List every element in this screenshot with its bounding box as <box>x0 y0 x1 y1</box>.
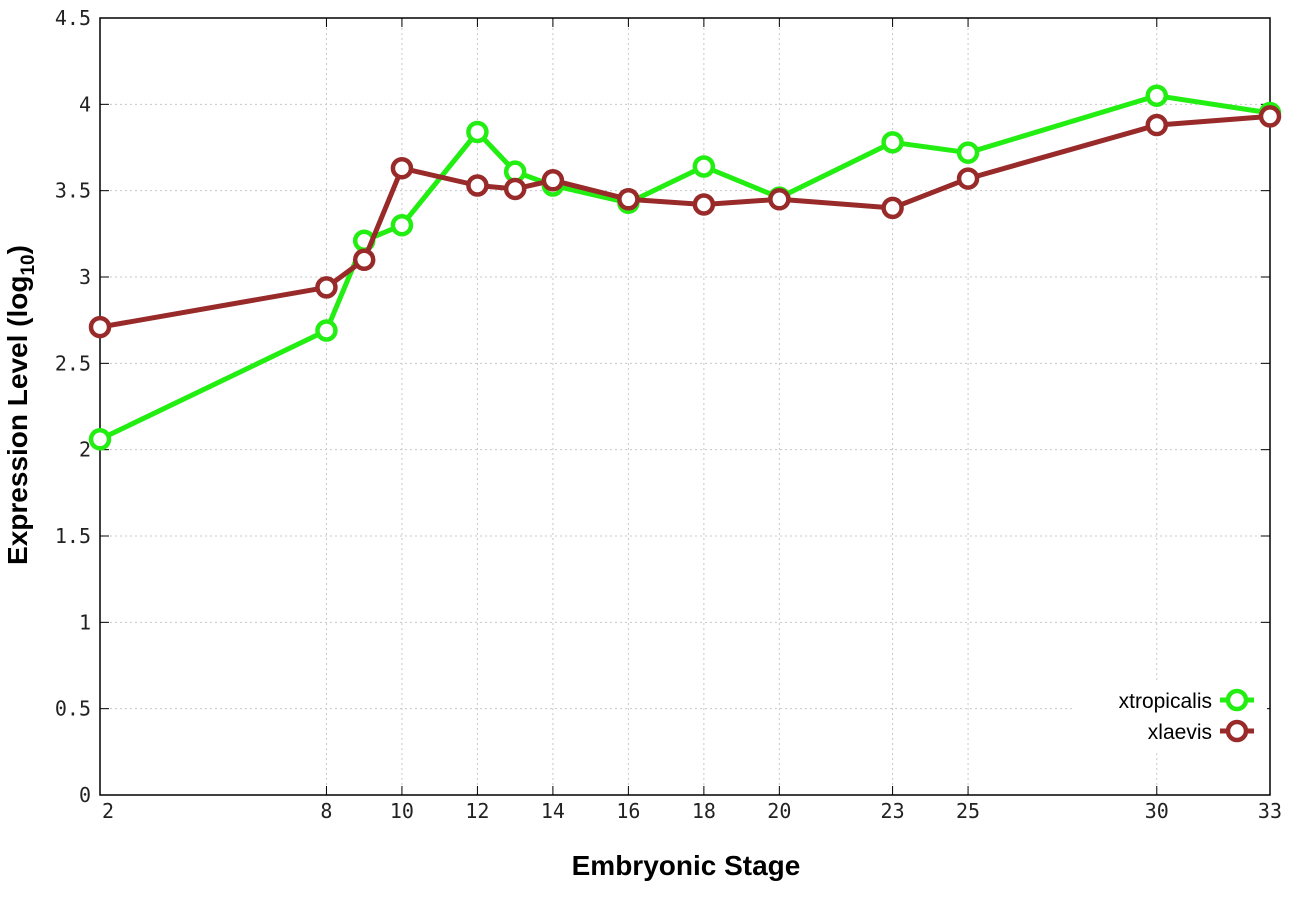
legend-swatch-marker-xlaevis <box>1225 719 1249 743</box>
x-axis-title: Embryonic Stage <box>572 850 801 881</box>
x-tick-label: 25 <box>956 799 980 823</box>
data-point-xlaevis <box>541 169 565 192</box>
legend-label-xtropicalis: xtropicalis <box>1119 690 1212 713</box>
y-axis: 0 0.5 1 1.5 2 2.5 3 3.5 4 4.5 <box>55 6 1270 807</box>
data-point-xlaevis <box>1145 113 1169 137</box>
x-tick-label: 18 <box>692 799 716 823</box>
data-point-xtropicalis <box>692 155 716 178</box>
data-point-xtropicalis <box>881 131 904 154</box>
data-point-xlaevis <box>352 248 376 271</box>
data-point-xtropicalis <box>390 213 414 237</box>
data-point-xlaevis <box>881 196 904 220</box>
data-point-xlaevis <box>956 167 980 190</box>
series-line-xlaevis <box>99 113 1271 330</box>
x-tick-label: 16 <box>616 799 640 823</box>
y-axis-title-subscript: 10 <box>18 254 39 275</box>
y-tick-label: 4 <box>79 92 91 116</box>
data-point-xtropicalis <box>315 319 338 342</box>
y-tick-label: 2.5 <box>55 351 91 375</box>
legend-swatch-marker-xtropicalis <box>1225 688 1249 712</box>
x-axis: 2 8 10 12 14 16 18 20 23 25 30 33 <box>99 18 1282 823</box>
series-xlaevis <box>88 105 1282 339</box>
x-tick-label: 23 <box>881 799 905 823</box>
x-tick-label: 30 <box>1145 799 1169 823</box>
plot-frame <box>99 17 1271 796</box>
data-point-xlaevis <box>692 193 716 216</box>
y-axis-title-main: Expression Level (log <box>2 276 33 565</box>
y-tick-label: 3.5 <box>55 179 91 203</box>
legend-label-xlaevis: xlaevis <box>1148 721 1212 744</box>
data-point-xtropicalis <box>1145 84 1169 107</box>
x-tick-label: 12 <box>465 799 489 823</box>
data-point-xlaevis <box>390 156 414 180</box>
y-tick-label: 0.5 <box>55 697 91 721</box>
x-tick-label: 8 <box>320 799 332 823</box>
legend: xtropicalis xlaevis <box>1072 680 1267 752</box>
y-tick-label: 3 <box>79 265 91 289</box>
series-line-xtropicalis <box>98 93 1271 442</box>
data-point-xlaevis <box>88 315 112 339</box>
y-axis-title: Expression Level (log10) <box>2 245 39 565</box>
gridlines <box>100 18 1270 795</box>
y-tick-label: 1 <box>79 610 91 634</box>
y-tick-label: 1.5 <box>55 524 91 548</box>
data-point-xtropicalis <box>88 428 112 451</box>
x-tick-label: 2 <box>102 799 114 823</box>
data-point-xlaevis <box>1258 105 1282 128</box>
x-tick-label: 14 <box>541 799 565 823</box>
data-point-xlaevis <box>315 276 338 299</box>
y-tick-label: 0 <box>79 783 91 807</box>
y-tick-label: 4.5 <box>55 6 91 30</box>
series-layer <box>88 84 1282 451</box>
data-point-xtropicalis <box>466 120 489 144</box>
y-tick-label: 2 <box>79 438 91 462</box>
data-point-xlaevis <box>617 188 640 211</box>
data-point-xlaevis <box>503 177 527 201</box>
x-tick-label: 20 <box>767 799 791 823</box>
x-tick-label: 33 <box>1258 799 1282 823</box>
data-point-xlaevis <box>466 174 489 197</box>
x-tick-label: 10 <box>390 799 414 823</box>
data-point-xtropicalis <box>956 141 980 164</box>
y-axis-title-close: ) <box>2 245 33 254</box>
data-point-xlaevis <box>768 188 791 211</box>
